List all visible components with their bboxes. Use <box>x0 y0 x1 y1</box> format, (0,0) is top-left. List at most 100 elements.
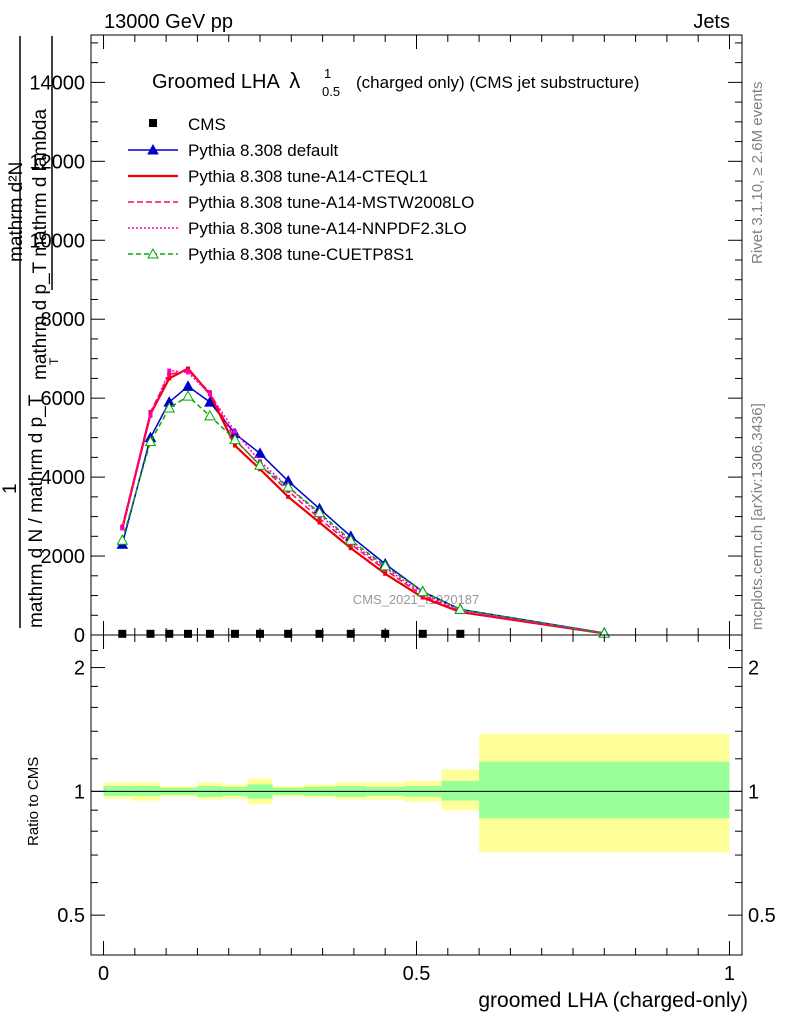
y-tick-label: 14000 <box>29 72 85 94</box>
ratio-y-tick-label: 0.5 <box>57 905 85 927</box>
ratio-y-label: Ratio to CMS <box>25 757 42 846</box>
y-tick-label: 2000 <box>41 546 86 568</box>
x-axis-label: groomed LHA (charged-only) <box>478 989 748 1012</box>
ratio-inner-band <box>479 761 730 819</box>
data-point-3 <box>317 516 322 521</box>
x-tick-label: 0.5 <box>403 963 431 985</box>
data-point-cuetp8s1 <box>254 459 266 470</box>
y-label-subscript-t: T <box>47 357 61 365</box>
data-point-3 <box>167 372 172 377</box>
y-label-frac-top-cont: mathrm d p_T mathrm d lambda <box>30 109 51 380</box>
data-point-4 <box>167 368 172 373</box>
data-point-cms <box>118 629 127 638</box>
data-point-4 <box>207 392 212 397</box>
data-point-cms <box>256 629 265 638</box>
data-point-2 <box>167 376 172 381</box>
series-line-2 <box>121 367 605 635</box>
data-point-cms <box>381 629 390 638</box>
legend-label: Pythia 8.308 tune-A14-MSTW2008LO <box>188 193 474 212</box>
y-tick-label: 10000 <box>29 230 85 252</box>
data-point-cms <box>284 629 293 638</box>
legend-marker-cuetp8s1 <box>147 247 159 259</box>
data-point-cms <box>346 629 355 638</box>
data-point-4 <box>186 370 191 375</box>
y-tick-label: 0 <box>74 625 85 647</box>
data-point-cuetp8s1 <box>379 559 392 571</box>
data-point-cuetp8s1 <box>204 409 216 421</box>
y-tick-label: 12000 <box>29 151 85 173</box>
main-panel-ticks: 0 2000 4000 6000 8000 10000 12000 14000 <box>29 35 742 647</box>
data-point-cuetp8s1 <box>313 506 326 518</box>
data-point-2 <box>348 546 353 551</box>
data-point-cuetp8s1 <box>144 435 157 447</box>
ratio-y-tick-label-right: 0.5 <box>748 905 776 927</box>
legend-label: Pythia 8.308 tune-A14-NNPDF2.3LO <box>188 219 467 238</box>
legend-marker-default <box>147 143 159 155</box>
plot-subtitle: (charged only) (CMS jet substructure) <box>356 73 639 92</box>
data-point-2 <box>286 494 291 499</box>
y-tick-label: 6000 <box>41 388 86 410</box>
plot-title-text: Groomed LHA <box>152 71 280 93</box>
legend-label: Pythia 8.308 tune-A14-CTEQL1 <box>188 167 428 186</box>
plot-title-sup: 1 <box>324 66 331 81</box>
ratio-y-tick-label-right: 2 <box>748 658 759 680</box>
data-point-cuetp8s1 <box>182 390 194 401</box>
y-label-denominator: mathrm d N / mathrm d p_T <box>26 394 47 628</box>
plot-title: Groomed LHA λ <box>152 68 300 93</box>
series-line-1 <box>121 385 605 634</box>
data-point-cms <box>418 629 427 638</box>
rivet-label: Rivet 3.1.10, ≥ 2.6M events <box>749 82 766 265</box>
data-point-cms <box>165 629 174 638</box>
data-point-2 <box>317 520 322 525</box>
data-point-cms <box>184 629 193 638</box>
data-point-cuetp8s1 <box>163 401 176 413</box>
data-point-cuetp8s1 <box>282 480 295 492</box>
series-line-3 <box>121 369 605 635</box>
series-line-4 <box>121 369 605 635</box>
ratio-panel-frame <box>90 634 743 956</box>
data-point-cuetp8s1 <box>454 603 467 614</box>
data-point-default <box>182 380 194 391</box>
header-left: 13000 GeV pp <box>104 11 233 33</box>
legend-label: Pythia 8.308 default <box>188 141 339 160</box>
data-point-4 <box>232 429 237 434</box>
x-tick-label: 1 <box>724 963 735 985</box>
data-point-4 <box>148 413 153 418</box>
data-point-2 <box>383 571 388 576</box>
y-label-numerator: 1 <box>0 483 21 494</box>
data-point-cuetp8s1 <box>229 433 241 445</box>
data-point-default <box>254 447 266 458</box>
x-tick-label: 0 <box>98 963 109 985</box>
data-point-cuetp8s1 <box>344 534 357 545</box>
y-axis-label-main: mathrm d²N mathrm d p_T mathrm d lambda … <box>0 36 61 628</box>
data-point-3 <box>148 409 153 414</box>
data-point-cms <box>146 629 155 638</box>
header-right: Jets <box>693 11 730 33</box>
ratio-y-tick-label: 2 <box>74 658 85 680</box>
data-point-cuetp8s1 <box>416 585 429 597</box>
y-tick-label: 4000 <box>41 467 86 489</box>
legend: CMS Pythia 8.308 default Pythia 8.308 tune… <box>128 115 474 264</box>
data-point-cms <box>230 629 239 638</box>
y-label-frac-top: mathrm d²N <box>6 162 27 262</box>
data-point-cms <box>456 629 465 638</box>
y-tick-label: 8000 <box>41 309 86 331</box>
series-line-5 <box>121 395 605 634</box>
main-panel-series <box>116 366 611 638</box>
data-point-4 <box>120 526 125 531</box>
legend-label: CMS <box>188 115 226 134</box>
ratio-bands <box>103 733 730 853</box>
mcplots-label: mcplots.cern.ch [arXiv:1306.3436] <box>749 403 766 630</box>
plot-title-sub: 0.5 <box>322 84 340 99</box>
plot-title-symbol: λ <box>289 68 300 93</box>
data-point-2 <box>232 443 237 448</box>
legend-marker-cms <box>149 119 157 127</box>
ratio-y-tick-label: 1 <box>74 781 85 803</box>
data-point-cms <box>315 629 324 638</box>
data-point-cuetp8s1 <box>116 534 129 545</box>
data-point-cms <box>205 629 214 638</box>
legend-label: Pythia 8.308 tune-CUETP8S1 <box>188 245 414 264</box>
ratio-y-tick-label-right: 1 <box>748 781 759 803</box>
ratio-inner-band <box>441 780 480 801</box>
